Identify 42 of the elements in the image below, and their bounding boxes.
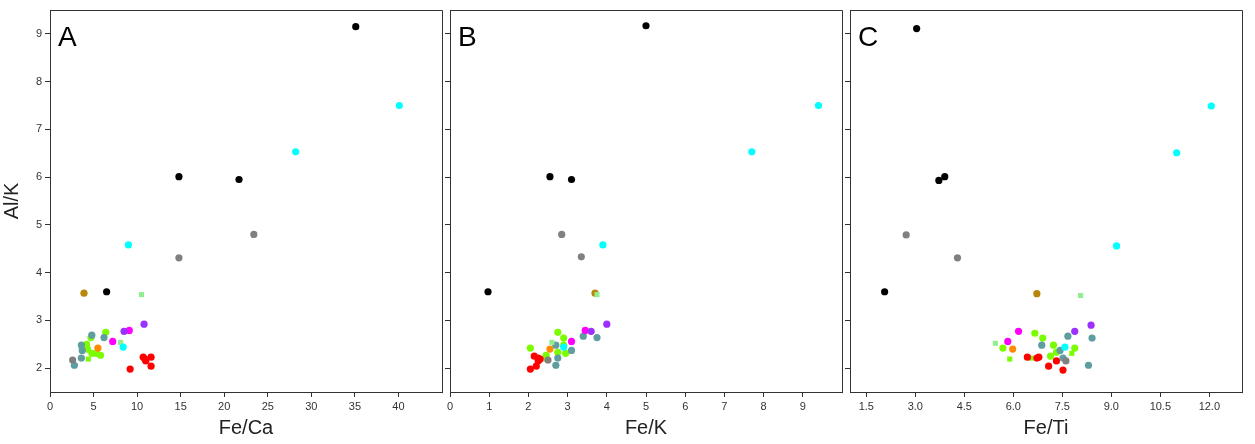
x-tick-label: 20 (218, 399, 231, 412)
y-tick-label: 7 (35, 122, 42, 135)
y-tick-label: 2 (35, 361, 42, 374)
x-tick-label: 0 (446, 399, 454, 412)
y-tick-label: 9 (35, 26, 42, 39)
x-tick-label: 1.5 (858, 399, 874, 412)
y-axis-title: Al/K (0, 182, 22, 220)
y-tick-label: 4 (35, 265, 42, 278)
x-tick-label: 0 (46, 399, 54, 412)
y-tick-label: 3 (35, 313, 42, 326)
x-tick-label: 25 (261, 399, 274, 412)
x-tick-label: 30 (305, 399, 318, 412)
x-tick-label: 1 (486, 399, 493, 412)
x-tick-label: 3.0 (907, 399, 923, 412)
x-tick-label: 2 (525, 399, 532, 412)
x-tick-label: 8 (760, 399, 767, 412)
x-tick-label: 7.5 (1054, 399, 1070, 412)
y-tick-label: 8 (35, 74, 42, 87)
x-tick-label: 15 (174, 399, 187, 412)
x-tick-label: 4.5 (956, 399, 972, 412)
x-axis-title: Fe/Ca (218, 415, 275, 438)
x-tick-label: 12.0 (1198, 399, 1221, 412)
x-axis-title: Fe/K (624, 415, 668, 438)
chart-title: A (58, 20, 77, 52)
x-axis-title: Fe/Ti (1023, 415, 1069, 438)
y-tick-label: 5 (35, 217, 42, 230)
x-tick-label: 7 (721, 399, 728, 412)
chart-title: B (458, 20, 477, 52)
x-tick-label: 5 (642, 399, 650, 412)
x-tick-label: 10.5 (1149, 399, 1172, 412)
x-tick-label: 3 (564, 399, 571, 412)
x-tick-label: 6 (682, 399, 689, 412)
x-tick-label: 35 (348, 399, 362, 412)
y-tick-label: 6 (35, 170, 42, 183)
chart-title: C (858, 20, 879, 52)
x-tick-label: 40 (392, 399, 405, 412)
x-tick-label: 6.0 (1005, 399, 1021, 412)
x-tick-label: 9.0 (1103, 399, 1119, 412)
x-tick-label: 5 (90, 399, 97, 412)
x-tick-label: 4 (603, 399, 610, 412)
x-tick-label: 10 (130, 399, 144, 412)
x-tick-label: 9 (799, 399, 806, 412)
